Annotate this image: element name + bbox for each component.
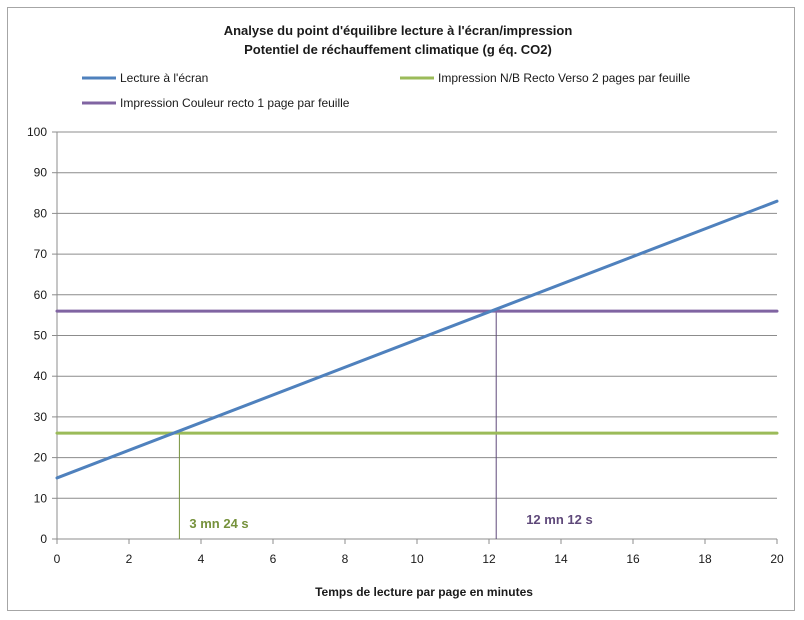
chart-frame: Analyse du point d'équilibre lecture à l…: [7, 7, 795, 611]
y-tick-label-8: 80: [34, 206, 48, 220]
annotation-label-1: 12 mn 12 s: [526, 512, 593, 527]
axes: 0 10 20 30 40 50 60 70 80 90 100 0 2 4 6 8 10 12 14 16 18 20: [27, 125, 784, 566]
y-tick-label-0: 0: [40, 532, 47, 546]
x-axis-label: Temps de lecture par page en minutes: [315, 585, 533, 599]
annotations: 3 mn 24 s 12 mn 12 s: [189, 512, 592, 531]
x-tick-label-9: 18: [698, 552, 712, 566]
legend: Lecture à l'écran Impression N/B Recto Ve…: [82, 71, 690, 110]
y-tick-label-7: 70: [34, 247, 48, 261]
x-tick-label-4: 8: [342, 552, 349, 566]
x-tick-label-8: 16: [626, 552, 640, 566]
x-tick-label-5: 10: [410, 552, 424, 566]
y-tick-label-3: 30: [34, 410, 48, 424]
line-chart: Analyse du point d'équilibre lecture à l…: [27, 23, 784, 599]
chart-subtitle: Potentiel de réchauffement climatique (g…: [244, 42, 552, 57]
x-tick-label-7: 14: [554, 552, 568, 566]
series-line-0: [55, 199, 779, 480]
y-tick-label-10: 100: [27, 125, 47, 139]
x-tick-label-10: 20: [770, 552, 784, 566]
y-tick-label-4: 40: [34, 369, 48, 383]
gridlines: [57, 131, 777, 499]
x-tick-label-0: 0: [54, 552, 61, 566]
equilibrium-guides: [178, 311, 497, 539]
y-tick-label-6: 60: [34, 288, 48, 302]
legend-entry-1: Impression N/B Recto Verso 2 pages par f…: [438, 71, 690, 85]
y-tick-label-2: 20: [34, 451, 48, 465]
x-tick-label-1: 2: [126, 552, 133, 566]
legend-entry-0: Lecture à l'écran: [120, 71, 208, 85]
chart-title: Analyse du point d'équilibre lecture à l…: [224, 23, 573, 38]
annotation-label-0: 3 mn 24 s: [189, 516, 248, 531]
y-tick-label-1: 10: [34, 491, 48, 505]
x-tick-label-3: 6: [270, 552, 277, 566]
y-tick-label-5: 50: [34, 329, 48, 343]
legend-entry-2: Impression Couleur recto 1 page par feui…: [120, 96, 350, 110]
series-lines: [55, 199, 779, 480]
x-tick-label-6: 12: [482, 552, 496, 566]
y-tick-label-9: 90: [34, 166, 48, 180]
x-tick-label-2: 4: [198, 552, 205, 566]
